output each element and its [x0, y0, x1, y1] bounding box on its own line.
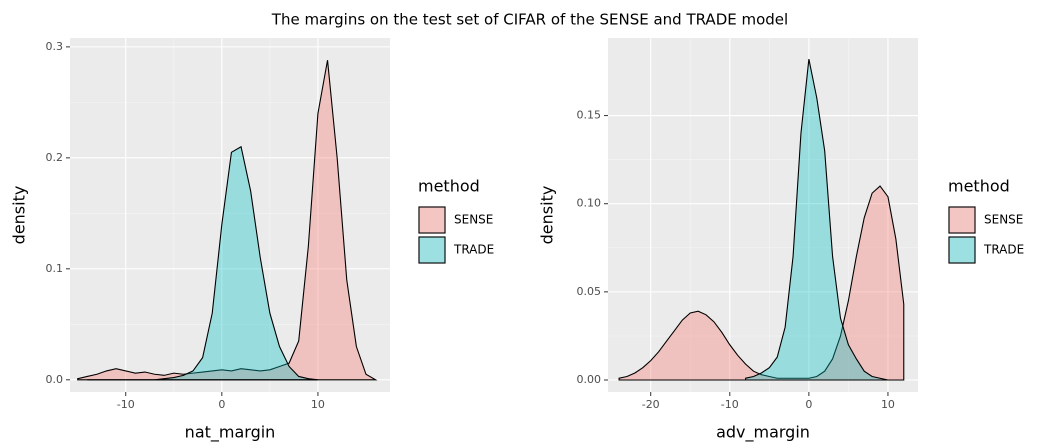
- density-area: [618, 185, 905, 381]
- legend-label: TRADE: [453, 243, 494, 257]
- x-tick-label: 0: [218, 398, 225, 411]
- x-tick-label: 10: [881, 398, 895, 411]
- legend-swatch: [418, 206, 446, 234]
- x-axis-label: adv_margin: [716, 423, 810, 443]
- legend-label: TRADE: [983, 243, 1024, 257]
- density-area: [745, 59, 889, 381]
- density-area: [87, 145, 318, 381]
- x-tick-label: 0: [805, 398, 812, 411]
- legend-swatch: [418, 236, 446, 264]
- y-axis-label: density: [10, 186, 29, 245]
- x-tick-label: -20: [642, 398, 660, 411]
- y-tick-label: 0.2: [46, 151, 64, 164]
- legend-title: method: [418, 177, 480, 196]
- figure-title: The margins on the test set of CIFAR of …: [271, 11, 788, 29]
- y-tick-label: 0.1: [46, 262, 64, 275]
- legend-label: SENSE: [984, 213, 1023, 227]
- density-area: [77, 60, 378, 381]
- x-tick-label: 10: [311, 398, 325, 411]
- legend-key: [948, 206, 976, 234]
- y-axis-label: density: [538, 186, 557, 245]
- legend-swatch: [948, 236, 976, 264]
- y-tick-label: 0.05: [577, 285, 602, 298]
- y-tick-label: 0.10: [577, 197, 602, 210]
- legend-label: SENSE: [454, 213, 493, 227]
- y-tick-label: 0.3: [46, 40, 64, 53]
- x-axis-label: nat_margin: [185, 423, 276, 443]
- legend-key: [948, 236, 976, 264]
- x-tick-label: -10: [721, 398, 739, 411]
- panel: [608, 38, 918, 392]
- panel: [70, 38, 390, 392]
- legend-title: method: [948, 177, 1010, 196]
- legend-key: [418, 206, 446, 234]
- y-tick-label: 0.0: [46, 373, 64, 386]
- y-tick-label: 0.15: [577, 109, 602, 122]
- legend-swatch: [948, 206, 976, 234]
- y-tick-label: 0.00: [577, 373, 602, 386]
- legend-key: [418, 236, 446, 264]
- x-tick-label: -10: [117, 398, 135, 411]
